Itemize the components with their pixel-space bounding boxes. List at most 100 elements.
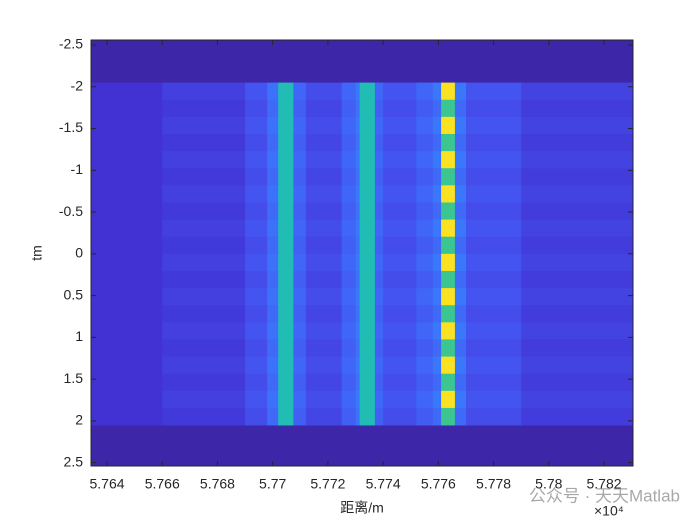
y-tick-label: 2 <box>75 412 83 428</box>
heatmap-cell <box>465 390 522 409</box>
heatmap-cell <box>416 253 434 272</box>
y-tick-label: -2 <box>71 77 84 93</box>
heatmap-cell <box>245 373 268 392</box>
heatmap-cell <box>355 99 361 118</box>
heatmap-cell <box>432 99 442 118</box>
heatmap-cell <box>359 236 376 255</box>
heatmap-cell <box>278 407 294 426</box>
heatmap-cell <box>416 151 434 169</box>
heatmap-cell <box>374 288 384 306</box>
heatmap-cell <box>355 202 361 220</box>
heatmap-cell <box>341 99 356 118</box>
heatmap-cell <box>91 339 163 357</box>
heatmap-cell <box>359 407 376 426</box>
heatmap-cell <box>162 116 246 135</box>
heatmap-cell <box>465 322 522 340</box>
heatmap-cell <box>454 253 467 272</box>
heatmap-cell <box>432 236 442 255</box>
heatmap-cell <box>162 82 246 101</box>
heatmap-cell <box>454 322 467 340</box>
heatmap-cell <box>278 99 294 118</box>
heatmap-cell <box>374 253 384 272</box>
heatmap-cell <box>278 236 294 255</box>
heatmap-cell <box>355 373 361 392</box>
heatmap-cell <box>341 390 356 409</box>
heatmap-cell <box>441 270 456 289</box>
heatmap-cell <box>162 151 246 169</box>
heatmap-cell <box>267 116 279 135</box>
heatmap-cell <box>521 219 634 238</box>
heatmap-cell <box>305 305 343 323</box>
heatmap-cell <box>383 185 417 203</box>
heatmap-cell <box>465 116 522 135</box>
heatmap-cell <box>416 390 434 409</box>
heatmap-cell <box>341 151 356 169</box>
heatmap-cell <box>91 133 163 152</box>
heatmap-cell <box>359 390 376 409</box>
heatmap-cell <box>267 219 279 238</box>
y-tick-label: 1 <box>75 328 83 344</box>
heatmap-cell <box>465 339 522 357</box>
heatmap-cell <box>162 253 246 272</box>
heatmap-cell <box>355 168 361 186</box>
heatmap-cell <box>267 339 279 357</box>
y-tick-label: -2.5 <box>59 36 83 52</box>
heatmap-cell <box>374 116 384 135</box>
heatmap-cell <box>91 236 163 255</box>
heatmap-cell <box>383 99 417 118</box>
y-tick-label: 0.5 <box>64 286 84 302</box>
heatmap-cell <box>305 133 343 152</box>
heatmap-cell <box>355 407 361 426</box>
heatmap-cell <box>416 99 434 118</box>
heatmap-cell <box>454 390 467 409</box>
heatmap-cell <box>245 390 268 409</box>
heatmap-cell <box>383 202 417 220</box>
plot-area <box>91 40 634 466</box>
heatmap-cell <box>432 288 442 306</box>
heatmap-cell <box>355 236 361 255</box>
heatmap-cell <box>355 82 361 101</box>
heatmap-cell <box>383 373 417 392</box>
heatmap-cell <box>341 116 356 135</box>
heatmap-cell <box>267 253 279 272</box>
heatmap-cell <box>416 339 434 357</box>
heatmap-cell <box>293 202 307 220</box>
heatmap-cell <box>441 253 456 272</box>
heatmap-cell <box>341 373 356 392</box>
heatmap-cell <box>355 219 361 238</box>
heatmap-cell <box>245 168 268 186</box>
heatmap-cell <box>465 133 522 152</box>
heatmap-cell <box>305 322 343 340</box>
heatmap-cell <box>162 322 246 340</box>
heatmap-cell <box>245 339 268 357</box>
heatmap-cell <box>245 288 268 306</box>
heatmap-cell <box>432 305 442 323</box>
heatmap-cell <box>359 151 376 169</box>
heatmap-cell <box>162 356 246 375</box>
heatmap-cell <box>293 99 307 118</box>
heatmap-cell <box>454 339 467 357</box>
heatmap-cell <box>441 373 456 392</box>
heatmap-cell <box>374 202 384 220</box>
heatmap-cell <box>441 305 456 323</box>
heatmap-cell <box>341 356 356 375</box>
heatmap-cell <box>162 202 246 220</box>
heatmap-cell <box>267 322 279 340</box>
heatmap-cell <box>432 407 442 426</box>
heatmap-cell <box>341 185 356 203</box>
heatmap-cell <box>521 133 634 152</box>
y-tick-label: -1 <box>71 161 84 177</box>
heatmap-cell <box>278 116 294 135</box>
heatmap-cell <box>305 270 343 289</box>
heatmap-cell <box>91 288 163 306</box>
heatmap-cell <box>416 133 434 152</box>
y-tick-label: 2.5 <box>64 453 84 469</box>
heatmap-cell <box>267 168 279 186</box>
y-tick-label: 1.5 <box>64 370 84 386</box>
heatmap-cell <box>454 185 467 203</box>
heatmap-cell <box>374 82 384 101</box>
heatmap-cell <box>441 185 456 203</box>
heatmap-cell <box>245 185 268 203</box>
heatmap-cell <box>521 253 634 272</box>
